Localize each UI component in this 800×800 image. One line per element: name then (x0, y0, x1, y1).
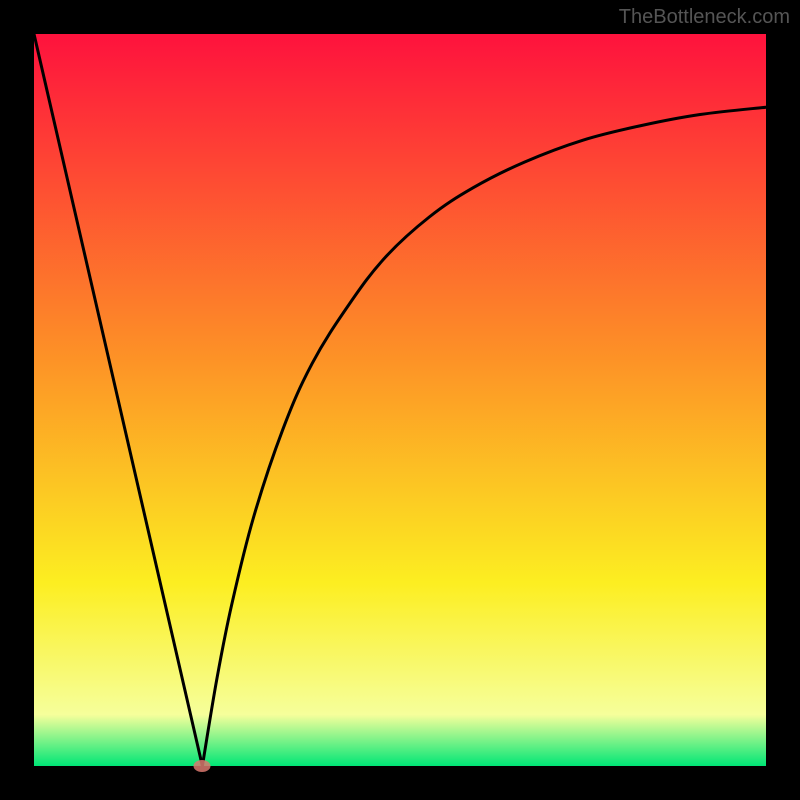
plot-area (34, 34, 766, 766)
watermark-text: TheBottleneck.com (619, 6, 790, 29)
minimum-marker (194, 760, 211, 772)
chart-container: TheBottleneck.com (0, 0, 800, 800)
